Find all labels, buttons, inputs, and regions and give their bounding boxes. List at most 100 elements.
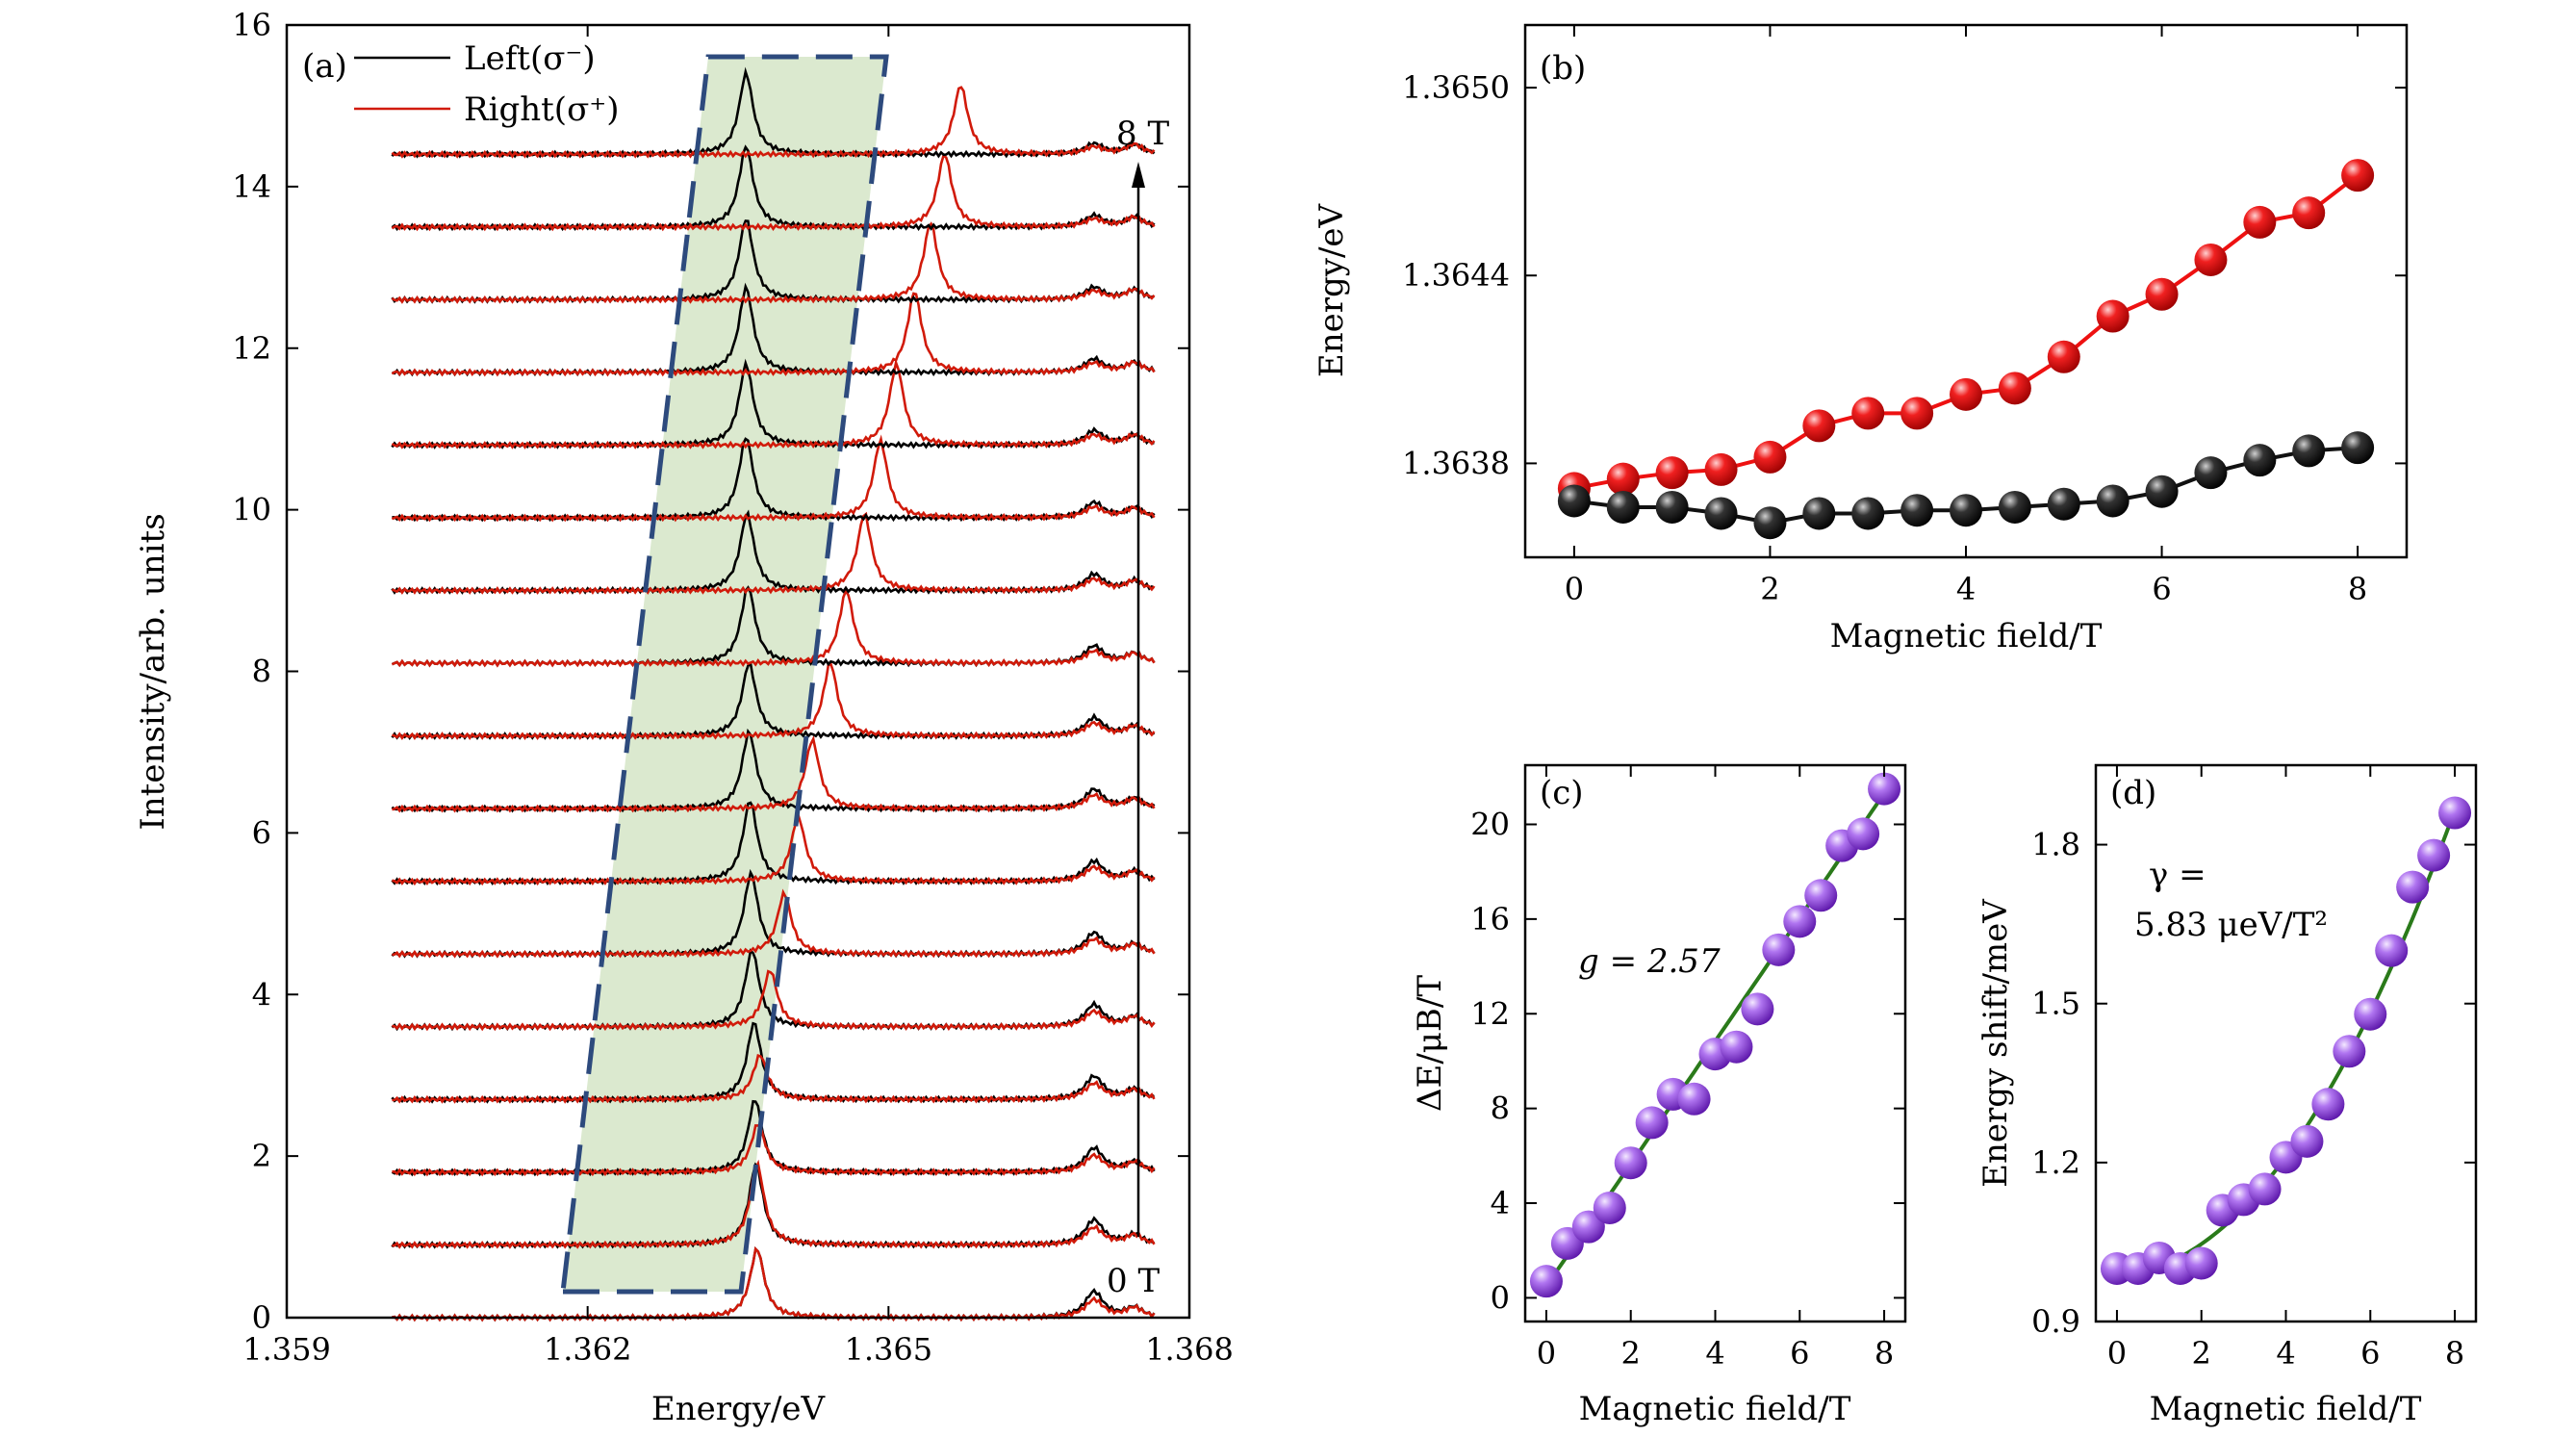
data-point-1-0.5T [1606,490,1640,524]
y-axis-label-a: Intensity/arb. units [134,513,172,830]
data-point-2T [2184,1246,2218,1280]
a-ytick-label: 14 [232,168,271,205]
spectrum-right-6.5T [391,292,1156,377]
y-axis-label-b: Energy/eV [1313,202,1351,377]
axis-ticks-a: 1.359 1.362 1.365 1.368 0 2 4 6 8 10 12 14 16 [232,7,1234,1368]
series-b [1557,159,2375,540]
b-xtick-label: 4 [1956,571,1976,607]
spectrum-right-6T [391,357,1156,449]
spectrum-right-0T [392,1245,1156,1322]
spectrum-right-5.5T [391,434,1156,523]
spectrum-right-3.5T [392,734,1156,813]
fit-label-d-line1: γ = [2149,856,2206,894]
a-ytick-label: 8 [252,654,271,690]
data-point-4.5T [2290,1124,2324,1158]
spectrum-right-5T [391,511,1156,595]
y-axis-label-d: Energy shift/meV [1977,898,2015,1188]
data-point-0-5.5T [2096,299,2130,333]
c-ytick-label: 16 [1470,901,1510,937]
data-point-8T [1868,772,1901,806]
panel-label-d: (d) [2110,774,2156,812]
data-point-0-2.5T [1802,409,1836,443]
data-point-0T [1529,1265,1563,1298]
legend-label-right: Right(σ⁺) [464,90,619,129]
spectrum-right-7T [391,221,1156,304]
data-point-1-3.5T [1900,494,1934,527]
data-point-1-7T [2243,444,2277,477]
c-xtick-label: 0 [1537,1335,1556,1372]
a-ytick-label: 10 [232,492,271,528]
c-xtick-label: 2 [1621,1335,1641,1372]
panel-d: 0 2 4 6 8 0.9 1.2 1.5 1.8 (d) γ = 5.83 μeV/T² Ma… [1977,763,2478,1428]
data-point-1-6T [2145,475,2179,508]
data-point-5T [1741,992,1774,1026]
data-point-0-2T [1753,440,1787,474]
data-point-2T [1614,1146,1647,1180]
data-point-0-7T [2243,205,2277,239]
data-point-6T [2354,997,2387,1031]
spectrum-right-2.5T [392,888,1156,959]
data-point-1-1.5T [1704,497,1738,530]
data-point-1-5.5T [2096,484,2130,518]
data-point-5T [2311,1088,2345,1121]
data-point-0-4.5T [1998,372,2031,405]
spectrum-right-4.5T [391,588,1156,668]
data-point-3.5T [2248,1172,2282,1206]
spectrum-right-1.5T [392,1054,1156,1104]
panel-b: 0 2 4 6 8 1.3638 1.3644 1.3650 (b) Magnetic fie… [1313,23,2409,655]
a-ytick-label: 4 [252,976,271,1013]
series-line-0 [1573,173,2359,491]
panel-label-a: (a) [302,47,347,86]
panel-label-c: (c) [1540,774,1584,812]
a-xtick-label: 1.362 [544,1331,632,1368]
annotation-8T: 8 T [1116,115,1169,153]
b-ytick-label: 1.3650 [1402,69,1510,106]
data-point-1-3T [1851,497,1885,530]
b-ytick-label: 1.3644 [1402,257,1510,294]
a-ytick-label: 2 [252,1138,271,1174]
data-point-2.5T [1635,1106,1669,1140]
d-xtick-label: 2 [2192,1335,2211,1372]
data-point-1-4.5T [1998,490,2031,524]
spectrum-right-3T [392,809,1156,886]
d-xtick-label: 8 [2445,1335,2464,1372]
data-point-0-0.5T [1606,462,1640,496]
axis-ticks-c: 0 2 4 6 8 0 4 8 12 16 20 [1470,765,1905,1372]
c-ytick-label: 4 [1491,1185,1510,1221]
data-point-4.5T [1720,1030,1753,1064]
axis-ticks-d: 0 2 4 6 8 0.9 1.2 1.5 1.8 [2031,765,2476,1372]
b-xtick-label: 6 [2152,571,2171,607]
spectrum-left-1T [391,1099,1156,1177]
data-point-1-0T [1557,484,1591,518]
d-xtick-label: 6 [2360,1335,2380,1372]
highlight-dashed-border [560,54,889,1295]
data-point-1-7.5T [2292,434,2326,468]
b-ytick-label: 1.3638 [1402,445,1510,481]
panel-c: 0 2 4 6 8 0 4 8 12 16 20 (c) g = 2.57 Magnetic fie… [1411,763,1907,1428]
d-ytick-label: 1.2 [2031,1144,2080,1181]
d-xtick-label: 4 [2276,1335,2295,1372]
data-point-0-4T [1950,377,1982,411]
data-point-6.5T [1804,879,1838,912]
data-point-1T [1571,1210,1605,1244]
data-point-0-1.5T [1704,452,1738,486]
x-axis-label-a: Energy/eV [651,1390,827,1428]
data-point-1-6.5T [2194,456,2228,490]
spectrum-right-1T [392,1124,1156,1177]
c-ytick-label: 0 [1491,1279,1510,1316]
d-ytick-label: 1.8 [2031,827,2080,863]
spectrum-right-0.5T [392,1159,1156,1249]
series-c [1529,772,1901,1298]
data-point-0-3.5T [1900,397,1934,430]
data-point-8T [2438,796,2472,830]
a-xtick-label: 1.359 [242,1331,331,1368]
c-ytick-label: 12 [1470,995,1510,1032]
data-point-0-1T [1655,456,1689,490]
data-point-1-1T [1655,490,1689,524]
c-ytick-label: 8 [1491,1091,1510,1127]
data-point-1-8T [2341,431,2375,465]
c-ytick-label: 20 [1470,806,1510,842]
b-xtick-label: 0 [1565,571,1584,607]
data-point-0-5T [2047,340,2080,373]
